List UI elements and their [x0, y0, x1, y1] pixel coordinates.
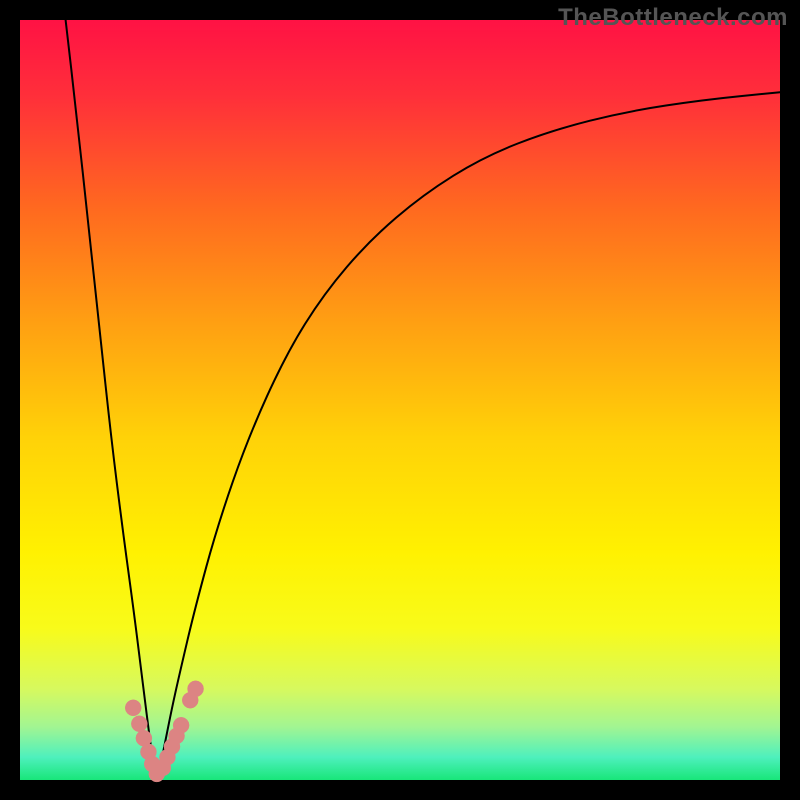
chart-container: TheBottleneck.com [0, 0, 800, 800]
chart-frame-edge [780, 0, 800, 800]
chart-frame-edge [0, 0, 20, 800]
data-marker [188, 681, 204, 697]
data-marker [125, 700, 141, 716]
chart-background [20, 20, 780, 780]
chart-frame-edge [0, 0, 800, 20]
chart-frame-edge [0, 780, 800, 800]
data-marker [173, 717, 189, 733]
data-marker [131, 716, 147, 732]
bottleneck-chart [0, 0, 800, 800]
